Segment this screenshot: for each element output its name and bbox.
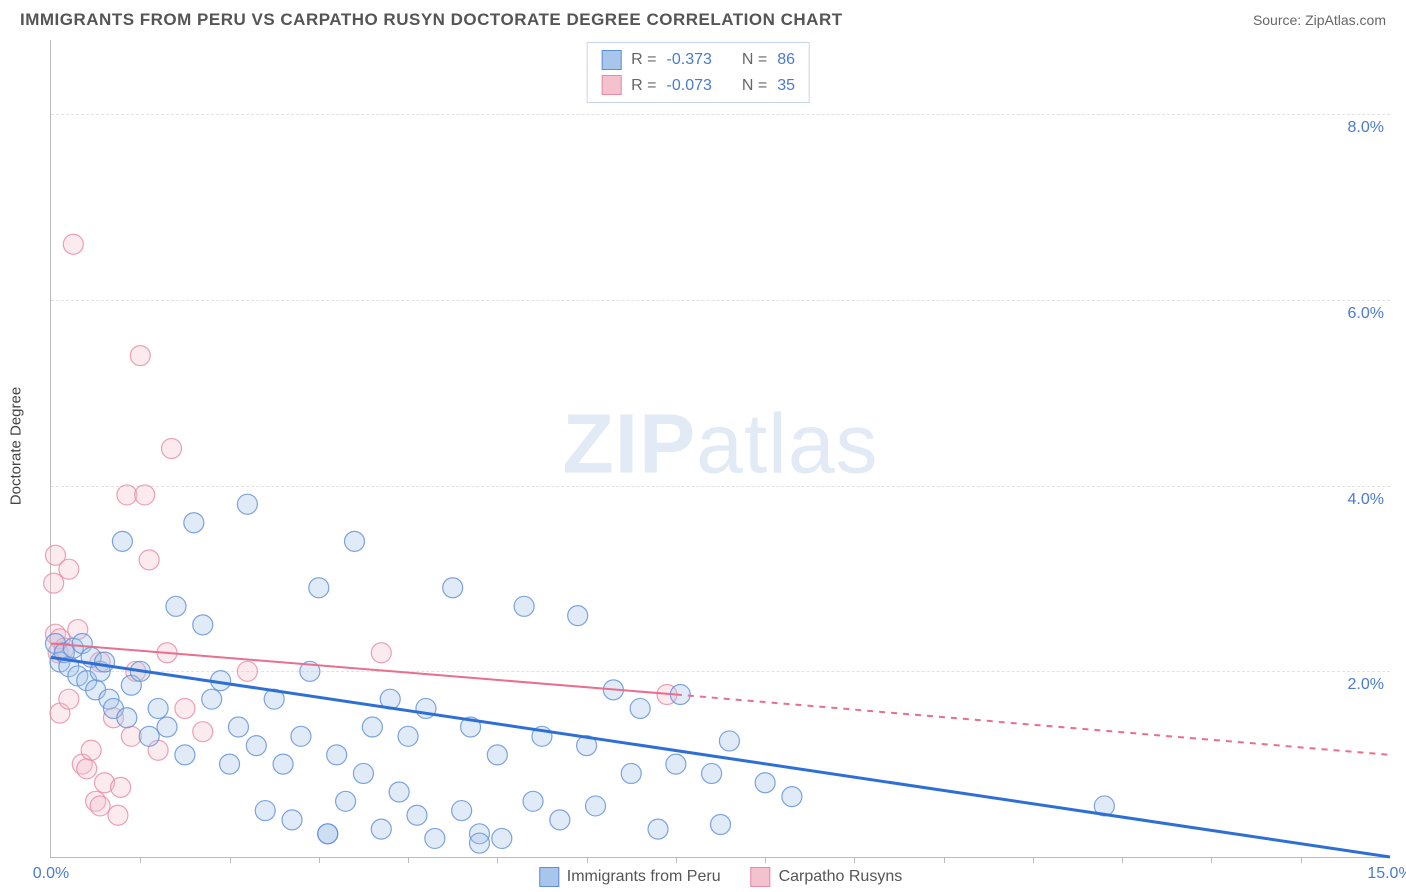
scatter-svg: [51, 40, 1390, 857]
swatch-peru: [601, 50, 621, 70]
chart-title: IMMIGRANTS FROM PERU VS CARPATHO RUSYN D…: [20, 10, 843, 30]
n-label: N =: [742, 47, 767, 73]
x-tick-label: 0.0%: [33, 865, 69, 883]
chart-area: ZIPatlas 2.0%4.0%6.0%8.0% R = -0.373 N =…: [50, 40, 1390, 858]
r-value-peru: -0.373: [667, 47, 712, 73]
plot-region: ZIPatlas 2.0%4.0%6.0%8.0% R = -0.373 N =…: [50, 40, 1390, 858]
source-label: Source: ZipAtlas.com: [1253, 12, 1386, 28]
swatch-peru-icon: [539, 867, 559, 887]
r-value-rusyn: -0.073: [667, 73, 712, 99]
legend-item-rusyn: Carpatho Rusyns: [751, 867, 903, 887]
swatch-rusyn: [601, 75, 621, 95]
n-label: N =: [742, 73, 767, 99]
stats-legend: R = -0.373 N = 86 R = -0.073 N = 35: [586, 42, 810, 103]
legend-label-peru: Immigrants from Peru: [567, 868, 721, 886]
legend-label-rusyn: Carpatho Rusyns: [779, 868, 903, 886]
n-value-peru: 86: [777, 47, 795, 73]
r-label: R =: [631, 73, 656, 99]
legend-item-peru: Immigrants from Peru: [539, 867, 721, 887]
stats-row-rusyn: R = -0.073 N = 35: [601, 73, 795, 99]
x-tick-label: 15.0%: [1367, 865, 1406, 883]
r-label: R =: [631, 47, 656, 73]
stats-row-peru: R = -0.373 N = 86: [601, 47, 795, 73]
series-legend: Immigrants from Peru Carpatho Rusyns: [539, 867, 902, 887]
n-value-rusyn: 35: [777, 73, 795, 99]
swatch-rusyn-icon: [751, 867, 771, 887]
y-axis-title: Doctorate Degree: [8, 387, 25, 505]
